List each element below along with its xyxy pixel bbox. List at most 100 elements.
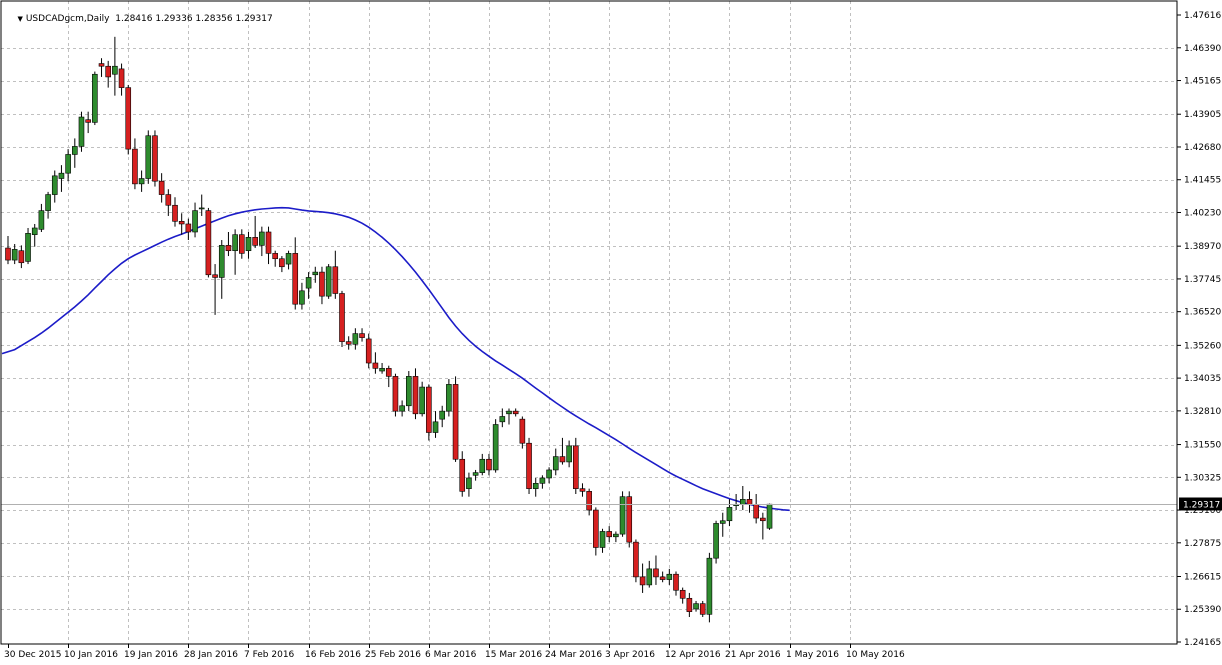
candle [132, 138, 138, 190]
candle [479, 453, 486, 476]
candle [279, 256, 285, 273]
y-tick-label: 1.26615 [1184, 572, 1221, 582]
candle-body [312, 271, 319, 276]
candle-body [345, 341, 352, 345]
candle-body [78, 116, 85, 147]
candle [459, 451, 466, 497]
candle [65, 149, 71, 182]
candle-body [613, 533, 619, 538]
candle-body [132, 148, 138, 185]
candle [639, 563, 646, 593]
y-tick-label: 1.37745 [1184, 275, 1221, 285]
candle [118, 63, 125, 96]
candle [138, 170, 145, 192]
candle-body [319, 271, 325, 297]
candle-body [726, 507, 733, 522]
x-tick-label: 19 Jan 2016 [124, 650, 178, 660]
candle [552, 448, 559, 476]
candle-body [713, 523, 719, 559]
candle [305, 272, 312, 299]
symbol-label: USDCADgcm,Daily [25, 14, 110, 24]
candle-body [492, 424, 499, 471]
candle-body [245, 237, 252, 252]
y-tick-label: 1.34035 [1184, 374, 1221, 384]
candle [526, 437, 532, 495]
candle [619, 491, 626, 537]
candle [666, 568, 673, 585]
candle-body [593, 509, 599, 548]
candle [345, 336, 352, 350]
candle-body [526, 442, 532, 489]
candle [312, 266, 319, 283]
candle-body [486, 458, 492, 471]
candle-body [252, 237, 258, 246]
candle-body [586, 491, 592, 511]
candle [245, 231, 252, 259]
y-tick-label: 1.29100 [1184, 506, 1221, 516]
y-tick-label: 1.35260 [1184, 341, 1221, 351]
candle [72, 138, 78, 168]
candle [198, 194, 205, 216]
candle-body [212, 274, 218, 278]
candle [399, 400, 405, 417]
candle [760, 512, 766, 540]
candle-body [566, 445, 572, 463]
x-tick-label: 7 Feb 2016 [244, 650, 295, 660]
x-axis: 30 Dec 2015 10 Jan 2016 19 Jan 2016 28 Jan … [4, 644, 905, 660]
candle-body [499, 416, 506, 423]
candle [112, 36, 118, 96]
candle [352, 328, 359, 350]
candle [232, 229, 238, 275]
candle-body [766, 503, 773, 529]
x-tick-label: 24 Mar 2016 [545, 650, 602, 660]
candle [205, 207, 212, 278]
triangle-down-icon[interactable]: ▼ [17, 15, 23, 23]
candle-body [466, 477, 472, 489]
candle [586, 488, 592, 516]
candle-body [699, 603, 706, 615]
candle [105, 60, 111, 88]
candle-body [192, 210, 198, 233]
x-tick-label: 16 Feb 2016 [305, 650, 361, 660]
candle-body [626, 496, 633, 543]
x-tick-label: 6 Mar 2016 [425, 650, 477, 660]
candle [693, 600, 699, 612]
candle [532, 477, 539, 497]
candle-body [552, 456, 559, 471]
candle [292, 237, 299, 310]
candle [165, 189, 172, 216]
candle-body [292, 253, 299, 305]
candle [746, 491, 753, 513]
candle-body [439, 410, 446, 420]
candle-body [472, 472, 479, 476]
candle-body [399, 405, 405, 412]
candle [212, 264, 218, 315]
x-tick-label: 28 Jan 2016 [184, 650, 238, 660]
x-tick-label: 10 Jan 2016 [64, 650, 118, 660]
candle-body [279, 258, 285, 268]
candle-body [45, 194, 51, 211]
candle [633, 539, 639, 583]
candle [259, 226, 265, 257]
candle [539, 475, 546, 489]
candle-body [85, 119, 91, 123]
candle-body [11, 249, 18, 261]
candle [579, 483, 586, 497]
candles-layer [5, 36, 773, 623]
candle-body [38, 210, 45, 230]
candle [5, 236, 11, 265]
candle [673, 571, 679, 596]
x-tick-label: 15 Mar 2016 [485, 650, 542, 660]
candle [325, 264, 332, 299]
candle-body [599, 531, 606, 548]
chart-header: ▼ USDCADgcm,Daily 1.28416 1.29336 1.28356… [6, 4, 272, 34]
candle-body [619, 496, 626, 535]
candle [486, 453, 492, 476]
y-tick-label: 1.27875 [1184, 539, 1221, 549]
candle-body [653, 568, 659, 578]
candle-body [112, 65, 118, 75]
candle-body [579, 488, 586, 492]
candle [192, 202, 198, 238]
